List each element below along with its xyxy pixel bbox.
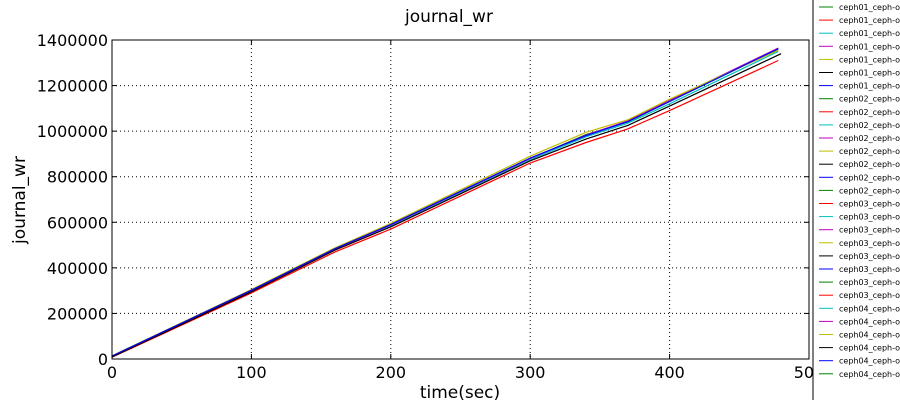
series-line xyxy=(111,49,779,357)
legend-entry: ceph03_ceph-o xyxy=(839,252,900,261)
series-lines xyxy=(111,47,782,358)
legend-entry: ceph04_ceph-o xyxy=(839,331,900,340)
x-tick-label: 400 xyxy=(654,363,685,382)
legend-entry: ceph01_ceph-o xyxy=(839,3,900,12)
series-line xyxy=(111,59,779,358)
y-axis-label: journal_wr xyxy=(10,156,30,245)
legend-entry: ceph03_ceph-o xyxy=(839,278,900,287)
legend: ceph01_ceph-oceph01_ceph-oceph01_ceph-oc… xyxy=(812,0,900,400)
legend-entry: ceph03_ceph-o xyxy=(839,239,900,248)
y-tick-label: 1400000 xyxy=(37,31,108,50)
legend-entry: ceph01_ceph-o xyxy=(839,29,900,38)
axis-ticks: 0 100 200 300 400 500020000040000060000080000… xyxy=(37,31,825,382)
series-line xyxy=(111,48,779,357)
legend-entry: ceph02_ceph-o xyxy=(839,108,900,117)
y-tick-label: 400000 xyxy=(47,259,108,278)
chart-title: journal_wr xyxy=(404,7,493,27)
legend-entry: ceph03_ceph-o xyxy=(839,226,900,235)
legend-entry: ceph03_ceph-o xyxy=(839,200,900,209)
x-axis-label: time(sec) xyxy=(420,383,500,400)
legend-entry: ceph03_ceph-o xyxy=(839,213,900,222)
y-tick-label: 1200000 xyxy=(37,77,108,96)
legend-entry: ceph01_ceph-o xyxy=(839,55,900,64)
legend-entry: ceph01_ceph-o xyxy=(839,42,900,51)
legend-entry: ceph01_ceph-o xyxy=(839,69,900,78)
legend-entry: ceph04_ceph-o xyxy=(839,344,900,353)
y-tick-label: 600000 xyxy=(47,213,108,232)
legend-entry: ceph02_ceph-o xyxy=(839,186,900,195)
legend-entry: ceph02_ceph-o xyxy=(839,147,900,156)
legend-entry: ceph02_ceph-o xyxy=(839,95,900,104)
legend-entry: ceph02_ceph-o xyxy=(839,160,900,169)
y-tick-label: 1000000 xyxy=(37,122,108,141)
legend-entry: ceph04_ceph-o xyxy=(839,304,900,313)
legend-entry: ceph01_ceph-o xyxy=(839,16,900,25)
y-tick-label: 0 xyxy=(98,350,108,369)
legend-entry: ceph04_ceph-o xyxy=(839,370,900,379)
legend-entry: ceph02_ceph-o xyxy=(839,173,900,182)
x-tick-label: 300 xyxy=(515,363,546,382)
x-tick-label: 100 xyxy=(236,363,267,382)
legend-entry: ceph02_ceph-o xyxy=(839,121,900,130)
legend-entry: ceph03_ceph-o xyxy=(839,291,900,300)
x-tick-label: 200 xyxy=(376,363,407,382)
legend-entry: ceph04_ceph-o xyxy=(839,357,900,366)
series-line xyxy=(111,53,782,358)
grid xyxy=(112,40,809,359)
x-tick-label: 0 xyxy=(107,363,117,382)
legend-entry: ceph04_ceph-o xyxy=(839,317,900,326)
legend-box xyxy=(812,0,900,400)
y-tick-label: 200000 xyxy=(47,304,108,323)
legend-entry: ceph03_ceph-o xyxy=(839,265,900,274)
legend-entry: ceph02_ceph-o xyxy=(839,134,900,143)
legend-entry: ceph01_ceph-o xyxy=(839,82,900,91)
plot-frame xyxy=(111,39,810,360)
y-tick-label: 800000 xyxy=(47,168,108,187)
